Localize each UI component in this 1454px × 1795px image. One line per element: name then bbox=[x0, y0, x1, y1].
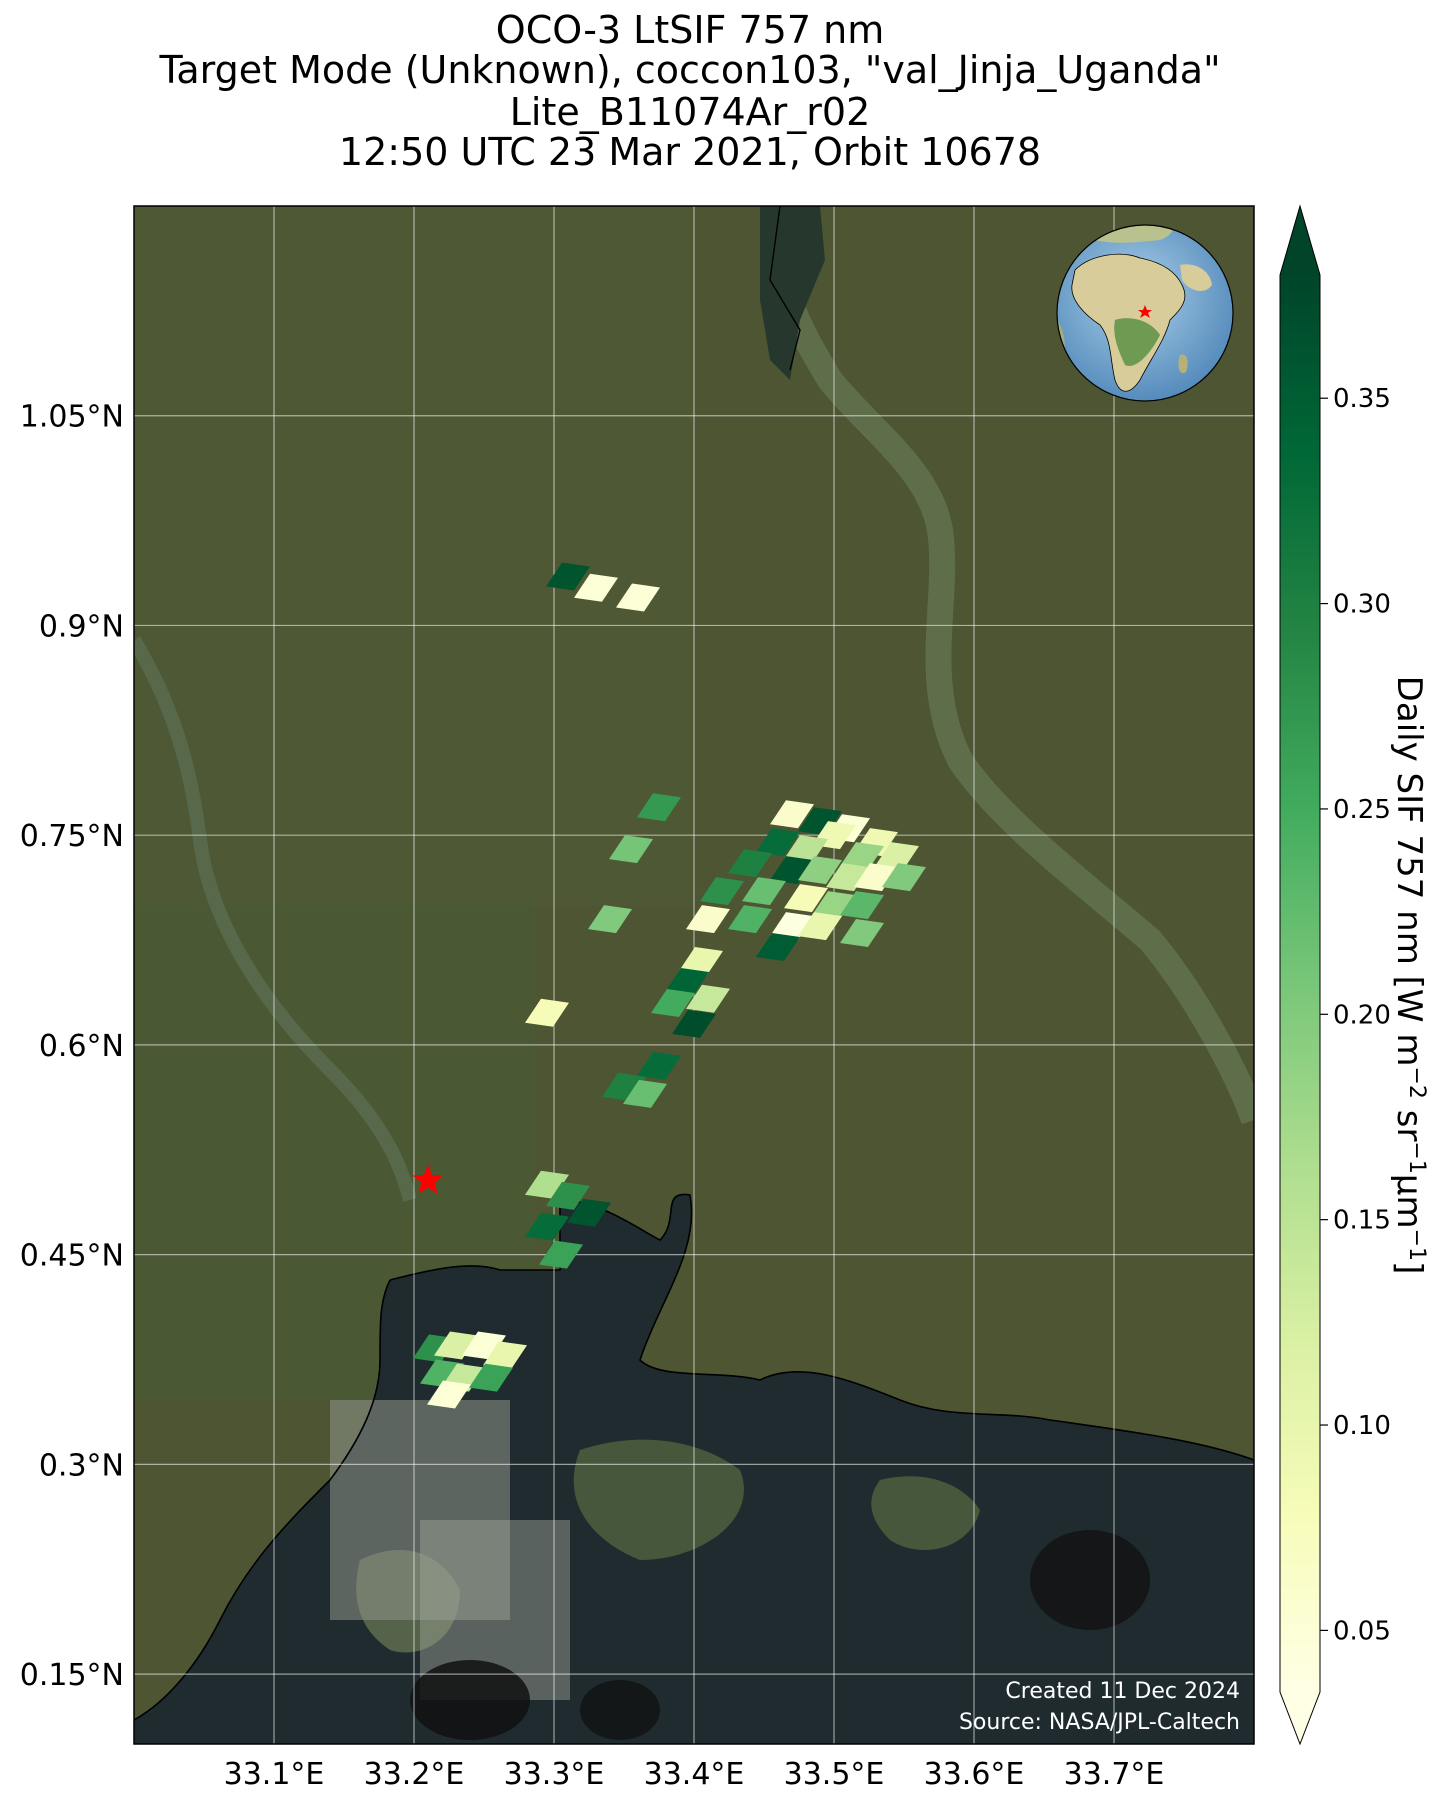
colorbar-tick-label: 0.15 bbox=[1333, 1206, 1391, 1236]
lat-tick-label: 0.15°N bbox=[20, 1658, 124, 1693]
sif-soundings bbox=[413, 562, 926, 1409]
sif-footprint bbox=[679, 947, 723, 976]
sif-footprint bbox=[840, 891, 884, 920]
sif-footprint bbox=[686, 984, 730, 1013]
sif-footprint bbox=[665, 967, 709, 996]
lon-tick-label: 33.4°E bbox=[644, 1757, 745, 1792]
sif-footprint bbox=[546, 562, 590, 591]
lon-tick-label: 33.5°E bbox=[784, 1757, 885, 1792]
sif-footprint bbox=[637, 1051, 681, 1080]
sif-footprint bbox=[840, 919, 884, 948]
map-gridlines bbox=[134, 206, 1254, 1744]
sif-footprint bbox=[798, 912, 842, 941]
title-line-3: Lite_B11074Ar_r02 bbox=[509, 90, 871, 134]
map-frame bbox=[133, 205, 1255, 1745]
sif-footprint bbox=[588, 905, 632, 934]
colorbar-tick-label: 0.20 bbox=[1333, 1000, 1391, 1030]
sif-footprint bbox=[574, 573, 618, 602]
colorbar-tick-label: 0.10 bbox=[1333, 1411, 1391, 1441]
sif-footprint bbox=[756, 933, 800, 962]
lon-tick-label: 33.6°E bbox=[924, 1757, 1025, 1792]
sif-footprint bbox=[427, 1380, 471, 1409]
inset-globe bbox=[1056, 224, 1234, 402]
sif-footprint bbox=[770, 856, 814, 885]
sif-footprint bbox=[609, 835, 653, 864]
colorbar-tick-label: 0.35 bbox=[1333, 384, 1391, 414]
lat-tick-label: 0.3°N bbox=[39, 1448, 124, 1483]
sif-footprint bbox=[826, 863, 870, 892]
sif-footprint bbox=[742, 877, 786, 906]
title-line-1: OCO-3 LtSIF 757 nm bbox=[495, 8, 885, 52]
sif-footprint bbox=[700, 877, 744, 906]
colorbar-extend-min bbox=[1280, 1692, 1320, 1744]
sif-footprint bbox=[525, 1170, 569, 1199]
colorbar-tick-label: 0.25 bbox=[1333, 795, 1391, 825]
sif-footprint bbox=[525, 998, 569, 1027]
sif-footprint bbox=[784, 884, 828, 913]
inset-target-star-icon bbox=[1138, 305, 1152, 318]
colorbar-label: Daily SIF 757 nm [W m−2 sr−1μm−1] bbox=[1389, 676, 1430, 1275]
sif-footprint bbox=[875, 842, 919, 871]
sif-footprint bbox=[469, 1363, 513, 1392]
lon-tick-label: 33.1°E bbox=[224, 1757, 325, 1792]
lat-tick-label: 0.9°N bbox=[39, 609, 124, 644]
title-line-2: Target Mode (Unknown), coccon103, "val_J… bbox=[159, 48, 1221, 92]
sif-footprint bbox=[770, 800, 814, 829]
sif-footprint bbox=[770, 912, 814, 941]
lat-tick-label: 0.6°N bbox=[39, 1029, 124, 1064]
sif-footprint bbox=[567, 1198, 611, 1227]
lon-tick-label: 33.7°E bbox=[1064, 1757, 1165, 1792]
lon-tick-label: 33.2°E bbox=[364, 1757, 465, 1792]
title-line-4: 12:50 UTC 23 Mar 2021, Orbit 10678 bbox=[338, 130, 1042, 174]
sif-footprint bbox=[854, 863, 898, 892]
sif-footprint bbox=[728, 849, 772, 878]
colorbar-extend-max bbox=[1280, 206, 1320, 275]
sif-footprint bbox=[840, 842, 884, 871]
sif-footprint bbox=[672, 1009, 716, 1038]
sif-footprint bbox=[546, 1181, 590, 1210]
colorbar-tick-label: 0.30 bbox=[1333, 590, 1391, 620]
sif-footprint bbox=[539, 1240, 583, 1269]
sif-footprint bbox=[602, 1072, 646, 1101]
sif-footprint bbox=[623, 1079, 667, 1108]
lat-tick-label: 0.45°N bbox=[20, 1239, 124, 1274]
sif-footprint bbox=[616, 583, 660, 612]
sif-footprint bbox=[420, 1359, 464, 1388]
sif-footprint bbox=[483, 1341, 527, 1370]
credit-source: Source: NASA/JPL-Caltech bbox=[959, 1710, 1240, 1735]
credit-created: Created 11 Dec 2024 bbox=[1005, 1679, 1240, 1704]
sif-footprint bbox=[728, 905, 772, 934]
sif-footprint bbox=[784, 835, 828, 864]
sif-footprint bbox=[756, 828, 800, 857]
lat-tick-label: 1.05°N bbox=[20, 400, 124, 435]
colorbar: 0.35 0.30 0.25 0.20 0.15 0.10 0.05 Daily SIF 7… bbox=[1279, 204, 1430, 1746]
sif-footprint bbox=[651, 988, 695, 1017]
latitude-tick-labels: 1.05°N 0.9°N 0.75°N 0.6°N 0.45°N 0.3°N 0.15°N bbox=[20, 400, 124, 1693]
sif-footprint bbox=[434, 1331, 478, 1360]
lon-tick-label: 33.3°E bbox=[504, 1757, 605, 1792]
sif-footprint bbox=[686, 905, 730, 934]
lat-tick-label: 0.75°N bbox=[20, 819, 124, 854]
sif-footprint bbox=[525, 1212, 569, 1241]
sif-footprint bbox=[798, 807, 842, 836]
sif-footprint bbox=[798, 856, 842, 885]
sif-footprint bbox=[882, 863, 926, 892]
sif-footprint bbox=[637, 793, 681, 822]
sif-footprint bbox=[462, 1331, 506, 1360]
target-site-star-icon bbox=[412, 1164, 444, 1194]
sif-footprint bbox=[812, 891, 856, 920]
colorbar-tick-label: 0.05 bbox=[1333, 1616, 1391, 1646]
longitude-tick-labels: 33.1°E 33.2°E 33.3°E 33.4°E 33.5°E 33.6°E 33.7… bbox=[224, 1757, 1165, 1792]
